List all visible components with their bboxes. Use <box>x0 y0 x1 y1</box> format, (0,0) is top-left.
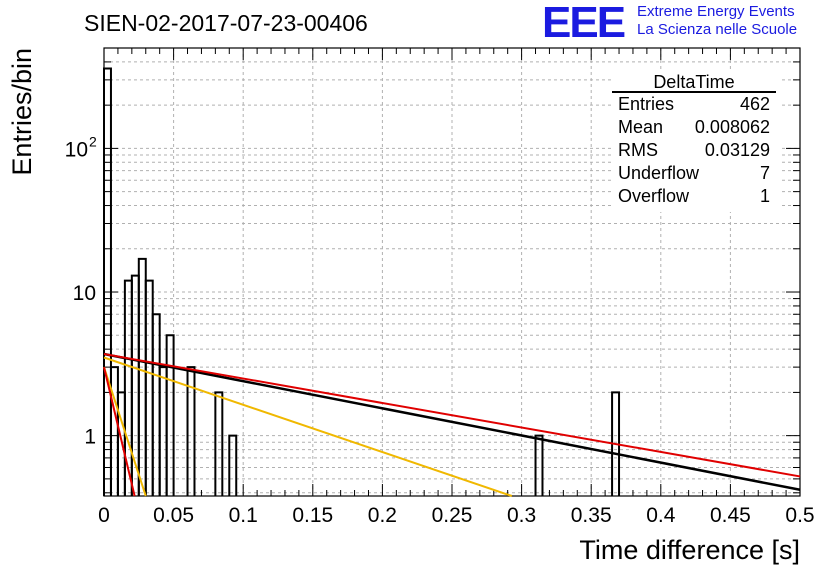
stats-row-value: 7 <box>760 163 770 183</box>
histogram-bin <box>137 257 147 496</box>
stats-row-label: Overflow <box>618 186 690 206</box>
histogram-bin <box>228 434 238 496</box>
fit-curve-red <box>103 353 801 478</box>
stats-row-value: 0.03129 <box>705 140 770 160</box>
histogram-bin <box>186 366 196 496</box>
x-tick-label: 0.2 <box>368 504 397 527</box>
fit-curve-black <box>103 352 801 491</box>
eee-logo: EEE Extreme Energy Events La Scienza nel… <box>542 0 797 47</box>
histogram-bin <box>158 366 168 496</box>
histogram-bin <box>144 279 154 496</box>
stats-row-label: Mean <box>618 117 663 137</box>
histogram-bars <box>103 67 621 496</box>
stats-row-value: 1 <box>760 186 770 206</box>
histogram-bin <box>534 434 544 496</box>
fit-curve-yellow <box>103 356 513 497</box>
x-tick-label: 0.35 <box>571 504 612 527</box>
x-tick-label: 0.05 <box>153 504 194 527</box>
x-tick-label: 0.5 <box>785 504 814 527</box>
x-tick-label: 0.1 <box>229 504 258 527</box>
fit-curves <box>103 352 801 497</box>
histogram-bin <box>103 67 112 496</box>
x-tick-label: 0.45 <box>710 504 751 527</box>
x-tick-label: 0.3 <box>507 504 536 527</box>
histogram-bin <box>151 313 161 496</box>
x-tick-label: 0 <box>98 504 110 527</box>
x-axis-label: Time difference [s] <box>579 535 800 565</box>
stats-row-value: 462 <box>740 94 770 114</box>
fit-curve-yellow <box>103 366 147 497</box>
x-tick-labels: 0 0.05 0.1 0.15 0.2 0.25 0.3 0.35 0.4 0.45 0.5 <box>98 504 814 527</box>
x-tick-label: 0.4 <box>646 504 676 527</box>
logo-line-2: La Scienza nelle Scuole <box>637 21 798 38</box>
stats-row-value: 0.008062 <box>695 117 770 137</box>
stats-row-label: RMS <box>618 140 658 160</box>
y-axis-label: Entries/bin <box>7 48 37 176</box>
y-tick-label: 1 <box>84 426 96 449</box>
logo-letters: EEE <box>542 0 626 47</box>
histogram-bin <box>165 334 175 496</box>
y-tick-label: 10 <box>65 138 88 161</box>
y-tick-label-exponent: 2 <box>89 133 97 149</box>
logo-line-1: Extreme Energy Events <box>637 3 795 20</box>
stats-row-label: Underflow <box>618 163 700 183</box>
histogram-bin <box>214 391 224 496</box>
x-tick-label: 0.25 <box>432 504 473 527</box>
x-tick-label: 0.15 <box>292 504 333 527</box>
histogram-bin <box>109 366 119 496</box>
stats-row-label: Entries <box>618 94 674 114</box>
stats-box-title: DeltaTime <box>653 72 734 92</box>
stats-box: DeltaTime Entries 462 Mean 0.008062 RMS 0.031… <box>612 72 780 212</box>
logo-text: Extreme Energy Events La Scienza nelle S… <box>637 3 836 39</box>
fit-curve-red <box>103 366 136 497</box>
y-tick-label: 10 <box>73 282 96 305</box>
run-title: SIEN-02-2017-07-23-00406 <box>84 10 368 36</box>
stats-rows: Entries 462 Mean 0.008062 RMS 0.03129Underflo… <box>618 94 770 206</box>
